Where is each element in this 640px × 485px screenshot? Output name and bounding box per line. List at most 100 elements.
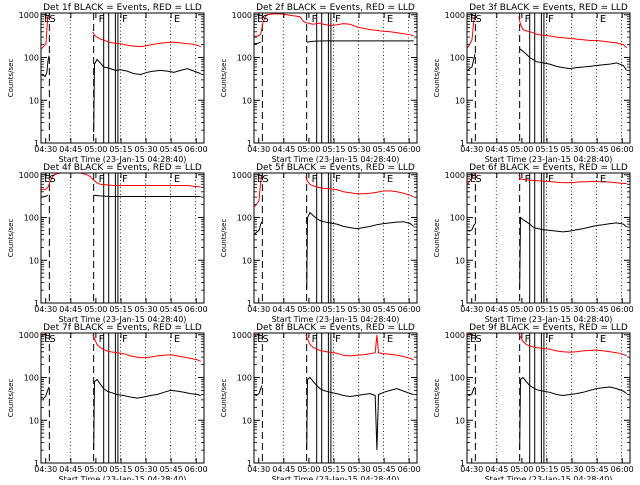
x-tick-label: 05:00 xyxy=(84,465,107,474)
x-tick-label: 05:30 xyxy=(348,305,371,314)
y-tick-label: 100 xyxy=(450,214,465,223)
annotation-label: F xyxy=(525,14,531,25)
x-tick-label: 06:00 xyxy=(611,305,634,314)
y-tick-label: 1 xyxy=(34,139,39,148)
annotation-label: F xyxy=(335,14,341,25)
chart-panel-6: Det 6f BLACK = Events, RED = LLD Counts/s… xyxy=(433,163,634,324)
annotation-label: F xyxy=(525,174,531,185)
x-axis-label: Start Time (23-Jan-15 04:28:40) xyxy=(59,475,187,480)
y-tick-label: 1000 xyxy=(445,171,465,180)
annotation-label: E xyxy=(174,174,180,185)
annotation-label: E xyxy=(257,334,263,345)
x-tick-label: 05:45 xyxy=(373,465,396,474)
chart-title: Det 8f BLACK = Events, RED = LLD xyxy=(256,323,415,333)
series-line-black xyxy=(254,211,415,291)
x-tick-label: 04:30 xyxy=(34,465,57,474)
chart-panel-1: Det 1f BLACK = Events, RED = LLD Counts/s… xyxy=(7,3,208,164)
annotation-label: F xyxy=(312,174,318,185)
y-axis-label: Counts/sec xyxy=(433,59,441,98)
plot-frame xyxy=(40,172,205,304)
x-axis-label: Start Time (23-Jan-15 04:28:40) xyxy=(485,315,613,324)
x-tick-label: 04:30 xyxy=(460,465,483,474)
series-line-red xyxy=(254,13,414,37)
x-tick-label: 05:30 xyxy=(561,305,584,314)
series-line-black xyxy=(41,194,201,198)
x-tick-label: 05:30 xyxy=(348,465,371,474)
chart-panel-3: Det 3f BLACK = Events, RED = LLD Counts/s… xyxy=(433,3,634,164)
x-tick-label: 05:00 xyxy=(84,305,107,314)
x-tick-label: 06:00 xyxy=(611,145,634,154)
annotation-label: E xyxy=(470,334,476,345)
annotation-label: E xyxy=(44,334,50,345)
annotation-label: F xyxy=(335,174,341,185)
plot-area xyxy=(41,13,201,143)
annotation-label: E xyxy=(174,334,180,345)
y-tick-label: 1000 xyxy=(232,11,252,20)
x-tick-label: 05:30 xyxy=(348,145,371,154)
x-tick-label: 04:45 xyxy=(272,305,295,314)
y-tick-label: 100 xyxy=(450,374,465,383)
x-axis-label: Start Time (23-Jan-15 04:28:40) xyxy=(485,475,613,480)
y-tick-label: 10 xyxy=(455,256,465,265)
y-tick-label: 100 xyxy=(24,374,39,383)
y-tick-label: 1 xyxy=(34,459,39,468)
x-tick-label: 04:45 xyxy=(59,145,82,154)
series-line-black xyxy=(41,378,201,451)
y-axis-label: Counts/sec xyxy=(433,379,441,418)
x-axis-label: Start Time (23-Jan-15 04:28:40) xyxy=(272,155,400,164)
x-tick-label: 04:45 xyxy=(272,145,295,154)
x-tick-label: 05:45 xyxy=(373,305,396,314)
y-axis-label: Counts/sec xyxy=(220,379,228,418)
y-tick-label: 100 xyxy=(237,214,252,223)
chart-panel-9: Det 9f BLACK = Events, RED = LLD Counts/s… xyxy=(433,323,634,484)
y-tick-label: 1000 xyxy=(445,11,465,20)
annotation-label: F xyxy=(312,334,318,345)
y-axis-label: Counts/sec xyxy=(7,59,15,98)
x-tick-label: 05:45 xyxy=(586,145,609,154)
plot-frame xyxy=(40,12,205,144)
x-tick-label: 05:15 xyxy=(109,305,132,314)
annotation-label: F xyxy=(335,334,341,345)
chart-panel-5: Det 5f BLACK = Events, RED = LLD Counts/s… xyxy=(220,163,421,324)
x-axis-label: Start Time (23-Jan-15 04:28:40) xyxy=(272,315,400,324)
x-tick-label: 04:30 xyxy=(34,305,57,314)
y-tick-label: 10 xyxy=(29,96,39,105)
x-axis-label: Start Time (23-Jan-15 04:28:40) xyxy=(59,315,187,324)
annotation-label: E xyxy=(44,14,50,25)
series-line-black xyxy=(254,40,414,45)
plot-frame xyxy=(253,172,418,304)
chart-panel-2: Det 2f BLACK = Events, RED = LLD Counts/s… xyxy=(220,3,421,164)
series-line-red xyxy=(41,14,201,50)
x-tick-label: 06:00 xyxy=(611,465,634,474)
y-tick-label: 1000 xyxy=(19,11,39,20)
annotation-label: E xyxy=(387,334,393,345)
x-tick-label: 06:00 xyxy=(398,465,421,474)
annotation-label: F xyxy=(122,174,128,185)
y-tick-label: 100 xyxy=(237,54,252,63)
y-tick-label: 1000 xyxy=(232,331,252,340)
series-line-red xyxy=(254,174,414,207)
x-tick-label: 04:30 xyxy=(460,145,483,154)
annotation-label: E xyxy=(44,174,50,185)
y-tick-label: 100 xyxy=(24,54,39,63)
x-tick-label: 05:45 xyxy=(160,465,183,474)
y-tick-label: 1000 xyxy=(445,331,465,340)
y-tick-label: 1 xyxy=(247,299,252,308)
y-tick-label: 100 xyxy=(450,54,465,63)
y-tick-label: 10 xyxy=(29,416,39,425)
annotation-label: S xyxy=(475,334,481,345)
x-tick-label: 05:15 xyxy=(322,465,345,474)
x-tick-label: 05:00 xyxy=(510,465,533,474)
annotation-label: E xyxy=(470,14,476,25)
annotation-label: E xyxy=(257,174,263,185)
y-tick-label: 1000 xyxy=(19,171,39,180)
x-tick-label: 05:45 xyxy=(160,305,183,314)
y-tick-label: 1 xyxy=(460,459,465,468)
y-axis-label: Counts/sec xyxy=(7,219,15,258)
series-line-black xyxy=(254,376,414,451)
series-line-black xyxy=(41,55,201,133)
annotation-label: F xyxy=(548,14,554,25)
x-tick-label: 04:45 xyxy=(59,305,82,314)
series-line-black xyxy=(467,216,628,289)
